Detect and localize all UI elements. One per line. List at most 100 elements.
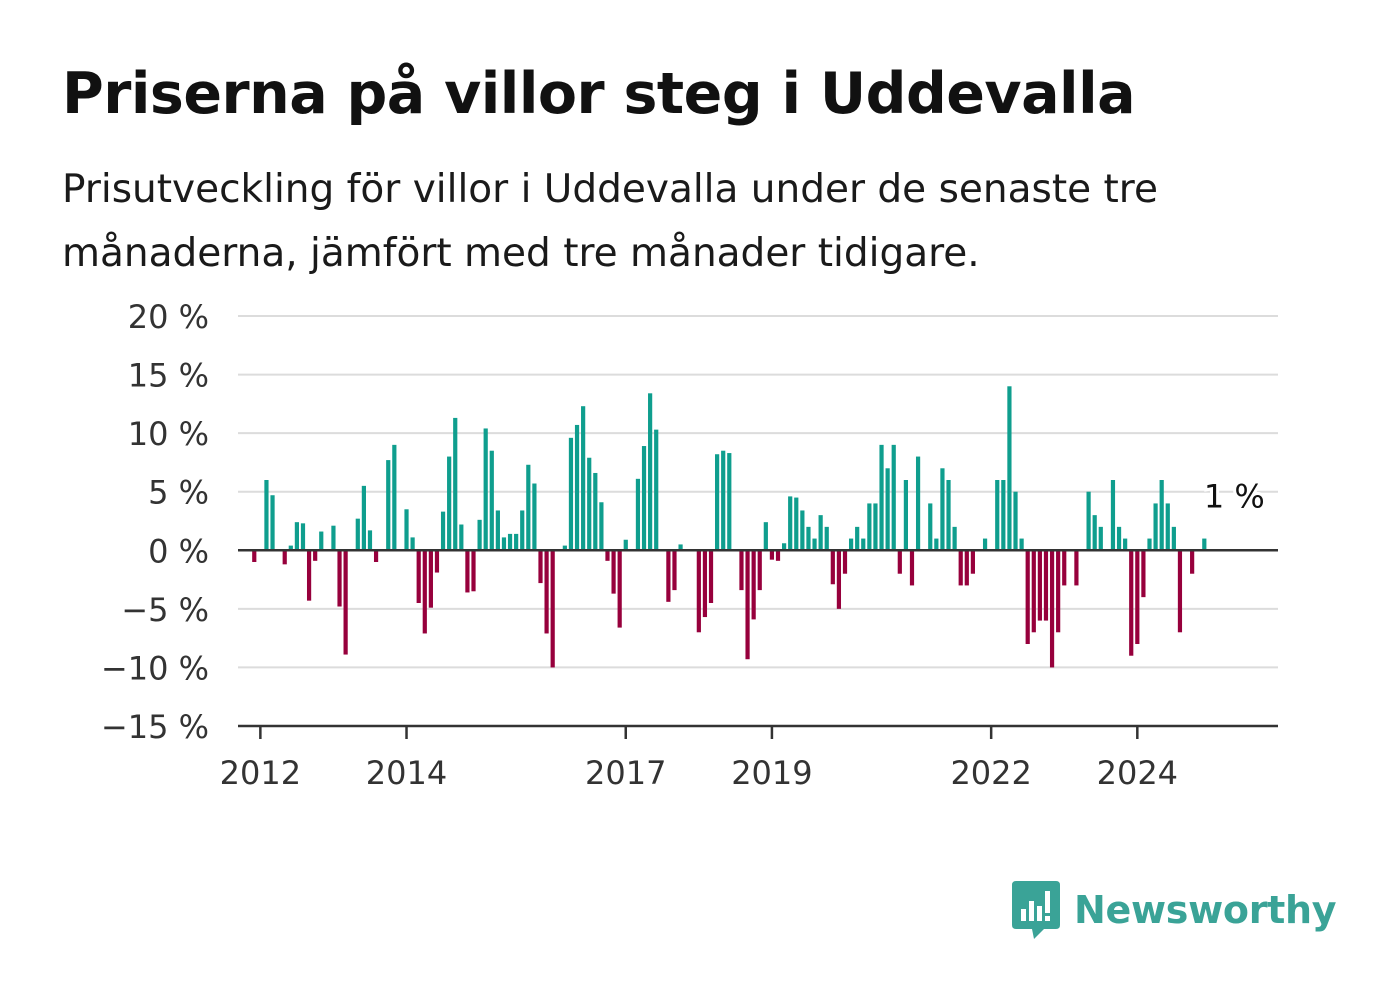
bar bbox=[952, 526, 957, 551]
bar bbox=[270, 495, 275, 551]
bar bbox=[1135, 550, 1140, 644]
bar bbox=[635, 478, 641, 551]
bar bbox=[788, 496, 793, 551]
bar bbox=[885, 468, 890, 551]
bar bbox=[1110, 480, 1116, 551]
bar bbox=[294, 522, 299, 551]
bar bbox=[526, 464, 531, 551]
bar bbox=[373, 550, 379, 562]
bar bbox=[313, 550, 318, 561]
bar bbox=[1202, 538, 1207, 551]
bar bbox=[903, 480, 908, 551]
bar bbox=[1043, 550, 1049, 621]
bar bbox=[775, 550, 781, 561]
bar bbox=[422, 550, 427, 634]
bar bbox=[617, 550, 622, 628]
bar bbox=[1074, 550, 1079, 586]
bar bbox=[453, 417, 458, 551]
bar bbox=[562, 545, 567, 551]
bar bbox=[812, 538, 817, 551]
x-tick-label: 2019 bbox=[731, 754, 812, 792]
brand-logo: Newsworthy bbox=[1010, 878, 1337, 942]
bar bbox=[605, 550, 610, 561]
bar-chart-bubble-icon bbox=[1012, 881, 1060, 939]
bar bbox=[830, 550, 835, 585]
bar bbox=[964, 550, 969, 586]
bar bbox=[879, 444, 884, 551]
bar bbox=[1001, 480, 1006, 551]
bar bbox=[861, 538, 866, 551]
bar bbox=[1141, 550, 1146, 598]
bar bbox=[386, 460, 391, 551]
bar bbox=[915, 456, 921, 551]
chart-subtitle: Prisutveckling för villor i Uddevalla un… bbox=[62, 167, 1158, 276]
y-tick-label: 0 % bbox=[148, 532, 209, 570]
bar bbox=[696, 550, 701, 633]
bar bbox=[641, 446, 647, 551]
bar bbox=[873, 503, 878, 551]
x-tick-label: 2012 bbox=[220, 754, 301, 792]
bar bbox=[727, 453, 732, 551]
x-tick-label: 2017 bbox=[585, 754, 666, 792]
bar bbox=[331, 525, 336, 551]
bar bbox=[1177, 550, 1183, 633]
y-tick-label: 10 % bbox=[128, 415, 209, 453]
bar bbox=[928, 503, 933, 551]
bar bbox=[623, 539, 628, 551]
bar bbox=[824, 526, 829, 551]
bar bbox=[818, 515, 823, 551]
bar bbox=[1013, 491, 1018, 551]
bar bbox=[1129, 550, 1134, 656]
bar bbox=[757, 550, 762, 591]
bar bbox=[544, 550, 549, 634]
bar bbox=[654, 429, 659, 551]
bar bbox=[648, 393, 653, 551]
bar bbox=[848, 538, 854, 551]
bar bbox=[702, 550, 708, 618]
bar bbox=[514, 533, 519, 551]
y-tick-label: −5 % bbox=[121, 591, 209, 629]
bar bbox=[891, 444, 896, 551]
bar bbox=[763, 522, 768, 551]
bar bbox=[1147, 538, 1152, 551]
bar bbox=[428, 550, 433, 608]
bar bbox=[465, 550, 470, 593]
bar bbox=[739, 550, 744, 591]
bar bbox=[471, 550, 476, 592]
gridlines bbox=[238, 315, 1278, 669]
bar bbox=[982, 538, 988, 551]
bar bbox=[392, 444, 397, 551]
bar bbox=[678, 544, 683, 551]
bar bbox=[459, 524, 464, 551]
bar bbox=[1171, 526, 1176, 551]
bar bbox=[574, 424, 580, 551]
bar bbox=[1190, 550, 1195, 574]
bar bbox=[483, 428, 488, 551]
bar bbox=[532, 483, 537, 551]
bar bbox=[1056, 550, 1061, 633]
bars bbox=[252, 386, 1207, 668]
bar bbox=[520, 510, 525, 551]
bar bbox=[940, 468, 945, 551]
bar bbox=[970, 550, 975, 574]
bar bbox=[477, 519, 482, 551]
bar bbox=[410, 537, 415, 551]
bar bbox=[909, 550, 915, 586]
bar bbox=[1092, 515, 1097, 551]
bar bbox=[867, 503, 872, 551]
bar bbox=[538, 550, 543, 584]
bar bbox=[599, 502, 604, 551]
bar bbox=[593, 472, 598, 551]
bar bbox=[958, 550, 963, 586]
bar bbox=[1007, 386, 1012, 551]
bar bbox=[282, 550, 287, 565]
x-tick-label: 2014 bbox=[366, 754, 447, 792]
bar bbox=[319, 531, 324, 551]
bar bbox=[489, 450, 494, 551]
bar bbox=[355, 518, 360, 551]
bar bbox=[343, 550, 348, 655]
bar bbox=[715, 454, 720, 551]
y-tick-label: 20 % bbox=[128, 298, 209, 336]
bar bbox=[721, 450, 726, 551]
bar bbox=[1037, 550, 1042, 621]
